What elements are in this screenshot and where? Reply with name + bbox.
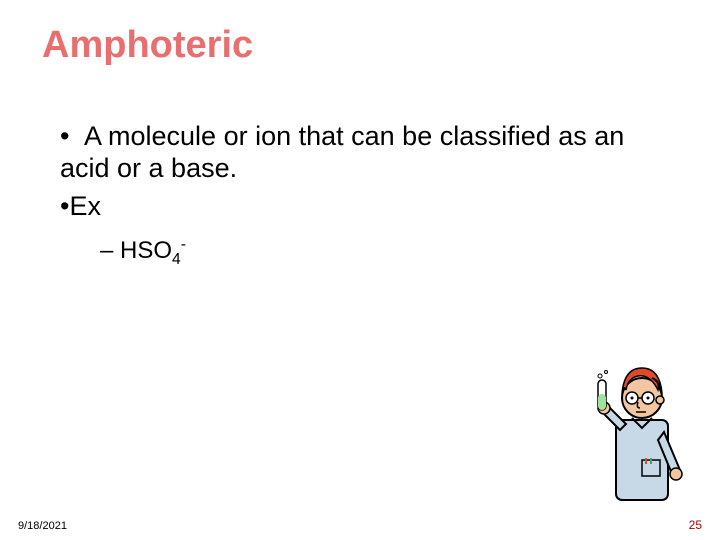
bullet-item-3: –HSO4- bbox=[100, 236, 660, 269]
footer-date: 9/18/2021 bbox=[18, 520, 67, 532]
ear bbox=[656, 396, 664, 404]
bullet-marker: – bbox=[100, 237, 120, 265]
scientist-icon bbox=[588, 350, 696, 512]
bubble1 bbox=[598, 374, 602, 378]
test-tube-liquid bbox=[598, 394, 606, 410]
formula-sub: 4 bbox=[172, 251, 181, 268]
bullet-text: A molecule or ion that can be classified… bbox=[60, 121, 624, 183]
bullet-marker: • bbox=[60, 120, 84, 152]
formula-pre: HSO bbox=[120, 237, 172, 264]
slide-title: Amphoteric bbox=[42, 24, 253, 67]
eye-right bbox=[647, 397, 650, 400]
bullet-item-1: •A molecule or ion that can be classifie… bbox=[60, 120, 660, 185]
formula-sup: - bbox=[181, 236, 186, 253]
slide: Amphoteric •A molecule or ion that can b… bbox=[0, 0, 720, 540]
hand-right bbox=[670, 468, 682, 480]
bullet-text: Ex bbox=[69, 191, 101, 221]
bullet-item-2: •Ex bbox=[60, 191, 660, 222]
footer-page-number: 25 bbox=[689, 518, 702, 532]
bubble2 bbox=[605, 371, 608, 374]
eye-left bbox=[631, 397, 634, 400]
bullet-list: •A molecule or ion that can be classifie… bbox=[60, 120, 660, 269]
